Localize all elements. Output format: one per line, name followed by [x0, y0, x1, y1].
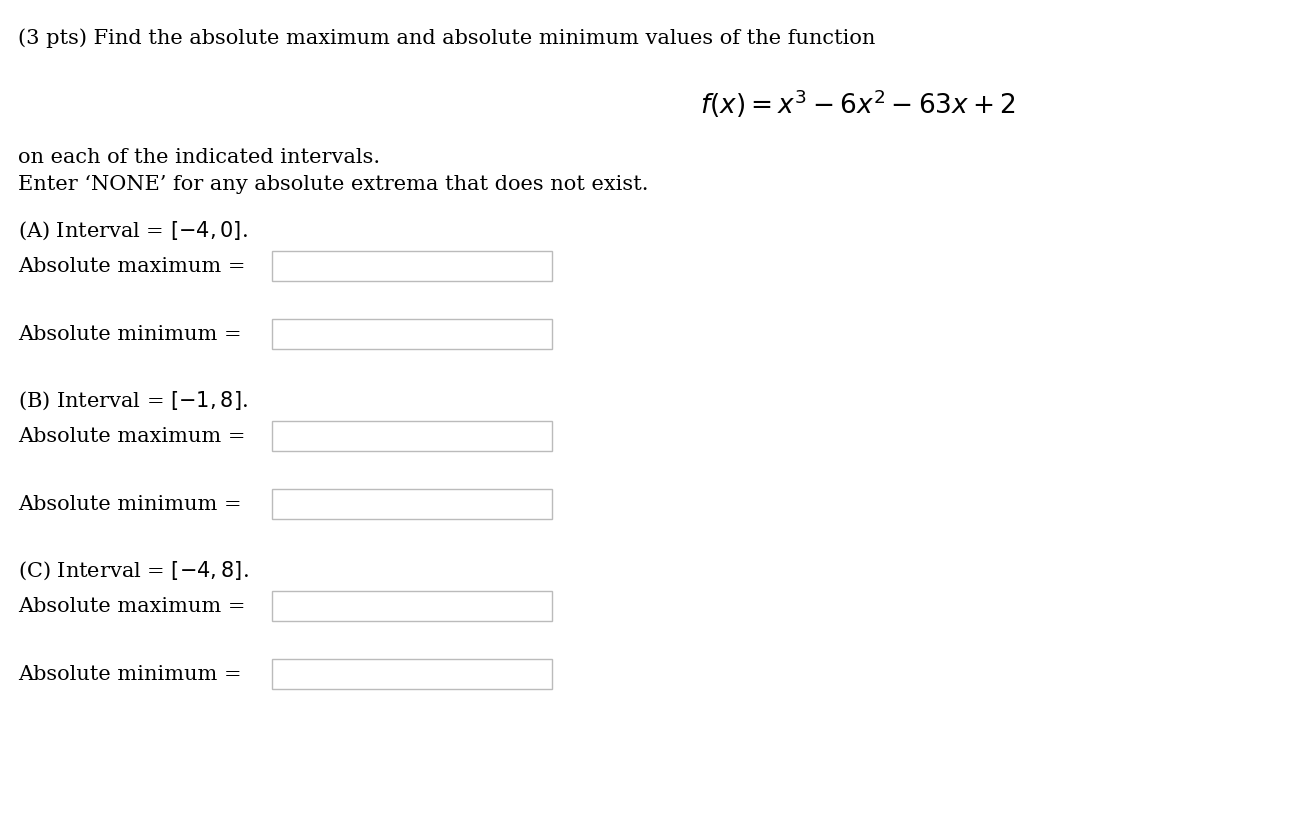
Bar — [272, 422, 552, 452]
Text: Absolute maximum =: Absolute maximum = — [18, 256, 252, 275]
Bar — [272, 251, 552, 282]
Bar — [272, 659, 552, 689]
Text: on each of the indicated intervals.: on each of the indicated intervals. — [18, 148, 381, 167]
Bar — [272, 591, 552, 621]
Text: (B) Interval = $[-1, 8]$.: (B) Interval = $[-1, 8]$. — [18, 390, 249, 412]
Bar — [272, 490, 552, 519]
Text: Absolute minimum =: Absolute minimum = — [18, 325, 249, 343]
Bar — [272, 319, 552, 350]
Text: (3 pts) Find the absolute maximum and absolute minimum values of the function: (3 pts) Find the absolute maximum and ab… — [18, 28, 875, 48]
Text: Absolute minimum =: Absolute minimum = — [18, 495, 249, 514]
Text: $f(x) = x^3 - 6x^2 - 63x + 2$: $f(x) = x^3 - 6x^2 - 63x + 2$ — [700, 88, 1016, 121]
Text: (A) Interval = $[-4, 0]$.: (A) Interval = $[-4, 0]$. — [18, 220, 249, 242]
Text: Absolute maximum =: Absolute maximum = — [18, 427, 252, 446]
Text: Absolute minimum =: Absolute minimum = — [18, 664, 249, 683]
Text: (C) Interval = $[-4, 8]$.: (C) Interval = $[-4, 8]$. — [18, 559, 249, 581]
Text: Absolute maximum =: Absolute maximum = — [18, 596, 252, 615]
Text: Enter ‘NONE’ for any absolute extrema that does not exist.: Enter ‘NONE’ for any absolute extrema th… — [18, 174, 649, 194]
